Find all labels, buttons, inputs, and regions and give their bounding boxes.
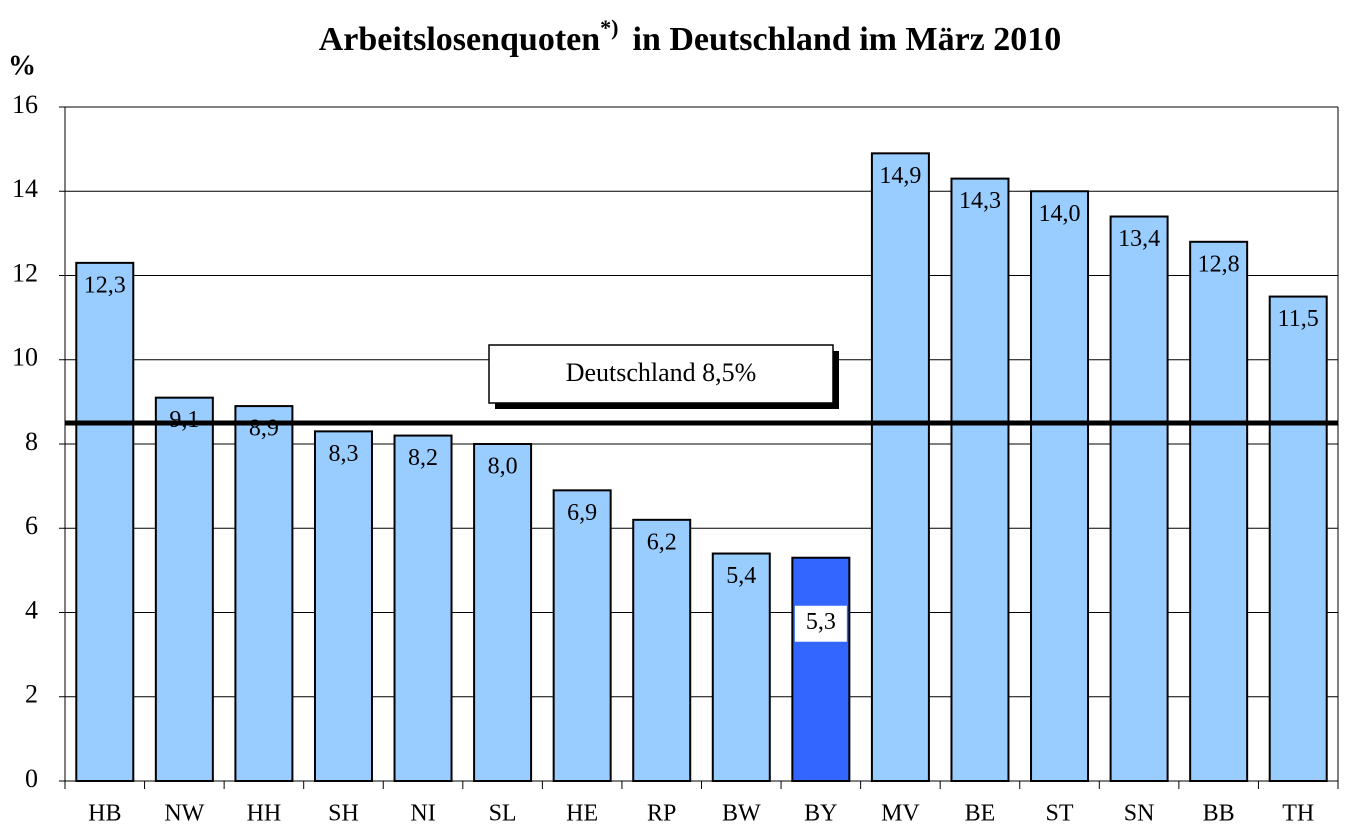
value-label: 8,3: [328, 441, 358, 467]
value-label: 12,8: [1198, 251, 1240, 277]
y-axis-label: %: [8, 50, 36, 81]
value-label: 5,3: [806, 609, 836, 635]
title-main: Arbeitslosenquoten: [319, 21, 601, 58]
value-label: 14,0: [1039, 201, 1081, 227]
y-tick-label: 12: [12, 258, 38, 287]
y-tick-label: 10: [12, 343, 38, 372]
x-tick-label: ST: [1046, 801, 1074, 827]
value-label: 5,4: [726, 563, 756, 589]
bar: [632, 518, 692, 782]
x-tick-label: SL: [489, 801, 517, 827]
x-tick-label: HB: [88, 801, 121, 827]
annotation-text: Deutschland 8,5%: [566, 358, 757, 387]
x-tick-label: BW: [722, 801, 761, 827]
value-label: 11,5: [1278, 306, 1319, 332]
value-label-box: [794, 605, 847, 642]
x-tick-label: HE: [566, 801, 598, 827]
y-tick-label: 4: [25, 595, 38, 624]
x-tick-label: HH: [247, 801, 282, 827]
title-rest: in Deutschland im März 2010: [633, 21, 1062, 58]
value-label: 12,3: [84, 272, 126, 298]
x-tick-label: RP: [647, 801, 676, 827]
x-tick-label: NI: [410, 801, 435, 827]
x-tick-label: MV: [881, 801, 920, 827]
annotation-box: [488, 344, 834, 404]
bar: [950, 177, 1010, 783]
x-tick-label: BY: [804, 801, 837, 827]
x-tick-label: SH: [328, 801, 359, 827]
value-label: 6,2: [647, 529, 677, 555]
value-label: 13,4: [1118, 226, 1160, 252]
bar: [1109, 215, 1169, 782]
chart-title: Arbeitslosenquoten*) in Deutschland im Mä…: [319, 15, 1062, 58]
bar: [870, 152, 930, 782]
y-tick-label: 0: [25, 764, 38, 793]
x-tick-label: NW: [164, 801, 204, 827]
value-label: 8,9: [249, 416, 279, 442]
value-label: 9,1: [169, 407, 199, 433]
bar: [552, 489, 612, 782]
bar: [154, 396, 214, 782]
bar: [473, 443, 533, 782]
x-tick-label: SN: [1124, 801, 1155, 827]
title-note: *): [600, 15, 618, 40]
value-label: 14,9: [879, 163, 921, 189]
bar: [1268, 295, 1328, 782]
y-tick-label: 6: [25, 511, 38, 540]
bar: [234, 405, 294, 782]
value-label: 6,9: [567, 500, 597, 526]
y-tick-label: 8: [25, 427, 38, 456]
bar: [313, 430, 373, 782]
x-tick-label: TH: [1282, 801, 1314, 827]
value-label: 8,2: [408, 445, 438, 471]
y-tick-label: 16: [12, 90, 38, 119]
bar: [711, 552, 771, 783]
bar: [393, 434, 453, 782]
x-tick-label: BE: [965, 801, 996, 827]
value-label: 14,3: [959, 188, 1001, 214]
bar: [1030, 190, 1090, 782]
y-tick-label: 14: [12, 174, 38, 203]
bar: [75, 261, 135, 782]
x-tick-label: BB: [1203, 801, 1235, 827]
bar: [791, 556, 851, 782]
bar: [1189, 240, 1249, 783]
y-tick-label: 2: [25, 680, 38, 709]
value-label: 8,0: [488, 454, 518, 480]
